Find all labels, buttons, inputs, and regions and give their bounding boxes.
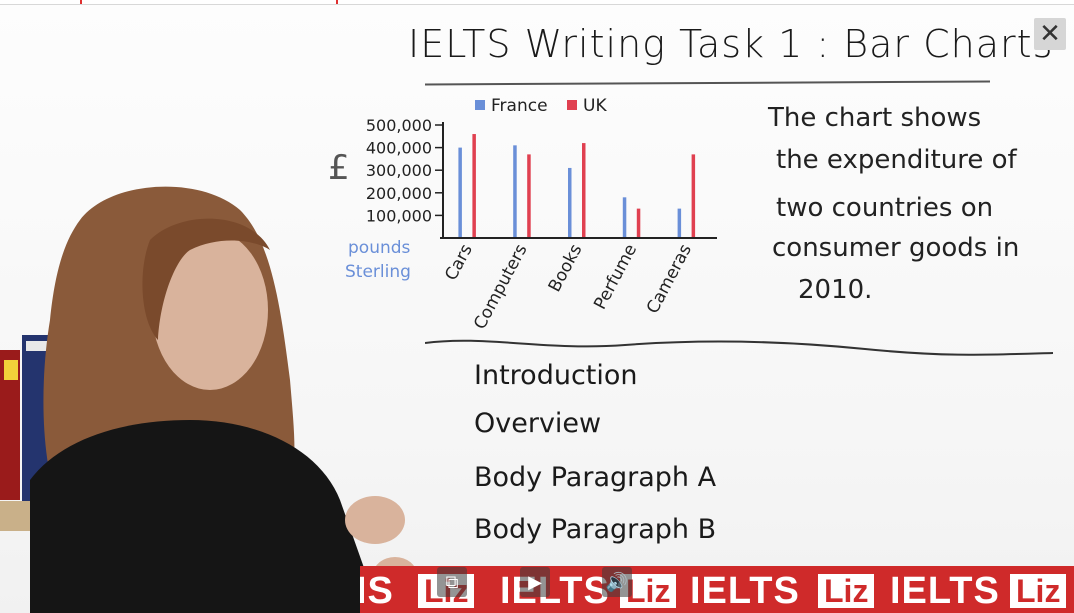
volume-icon: 🔊 xyxy=(605,571,629,593)
banner-liz-box: Liz xyxy=(818,574,875,608)
currency-symbol: £ xyxy=(328,148,350,188)
legend-label-uk: UK xyxy=(583,96,607,116)
progress-marker xyxy=(336,0,338,4)
bar-france-books xyxy=(568,167,572,238)
x-tick-label: Books xyxy=(545,241,587,296)
bar-uk-books xyxy=(582,143,586,238)
banner-liz-box: Liz xyxy=(1010,574,1067,608)
bar-chart: France UK 500,000 400,000 300,000 200,000 100… xyxy=(366,96,717,333)
bar-uk-cars xyxy=(472,134,476,238)
bar-uk-perfume xyxy=(636,208,641,238)
banner-text: IELTS xyxy=(500,570,610,612)
miniplayer-icon: ⧉ xyxy=(445,571,459,593)
banner-text: IELTS xyxy=(690,570,800,612)
x-tick-label: Cameras xyxy=(643,241,696,317)
bar-france-perfume xyxy=(622,197,627,238)
legend-swatch-france xyxy=(475,100,485,110)
presenter-image xyxy=(30,186,417,613)
play-button[interactable]: ▶ xyxy=(520,567,550,597)
legend-label-france: France xyxy=(491,96,548,116)
section-overview: Overview xyxy=(474,408,602,439)
bar-uk-cameras xyxy=(691,154,696,238)
play-icon: ▶ xyxy=(528,571,542,593)
bar-uk-computers xyxy=(527,154,531,238)
description-line: the expenditure of xyxy=(776,145,1017,175)
volume-button[interactable]: 🔊 xyxy=(602,567,632,597)
close-button[interactable]: ✕ xyxy=(1034,18,1066,50)
x-tick-label: Cars xyxy=(441,241,477,284)
legend-swatch-uk xyxy=(567,100,577,110)
description-line: The chart shows xyxy=(768,103,982,133)
y-tick-label: 100,000 xyxy=(366,206,432,225)
bar-france-cars xyxy=(458,147,462,238)
miniplayer-button[interactable]: ⧉ xyxy=(437,567,467,597)
liz-ielts-banner: IS Liz IELTS Liz IELTS Liz IELTS Liz xyxy=(360,566,1074,613)
y-tick-label: 200,000 xyxy=(366,184,432,203)
y-tick-label: 400,000 xyxy=(366,139,432,158)
progress-marker xyxy=(80,0,82,4)
close-icon: ✕ xyxy=(1039,19,1061,49)
description-line: 2010. xyxy=(798,275,873,305)
y-tick-label: 300,000 xyxy=(366,161,432,180)
description-line: two countries on xyxy=(776,193,994,223)
banner-text: IELTS xyxy=(890,570,1000,612)
board-title: IELTS Writing Task 1 : Bar Charts xyxy=(408,22,1054,66)
bar-france-computers xyxy=(513,145,517,238)
unit-note-line-2: Sterling xyxy=(345,262,411,282)
y-tick-label: 500,000 xyxy=(366,116,432,135)
unit-note-line-1: pounds xyxy=(348,238,411,258)
bar-france-cameras xyxy=(677,208,682,238)
x-tick-label: Computers xyxy=(470,241,532,333)
divider-line xyxy=(425,339,1054,356)
description-line: consumer goods in xyxy=(772,233,1020,263)
banner-text: IS xyxy=(360,570,394,612)
section-body-a: Body Paragraph A xyxy=(474,462,717,493)
top-progress-bar[interactable] xyxy=(0,0,1074,5)
section-body-b: Body Paragraph B xyxy=(474,514,717,545)
section-introduction: Introduction xyxy=(474,360,638,391)
x-tick-label: Perfume xyxy=(590,241,641,313)
